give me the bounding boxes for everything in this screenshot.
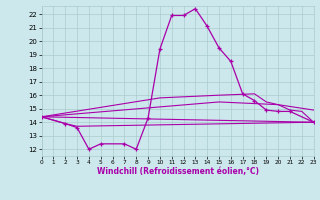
X-axis label: Windchill (Refroidissement éolien,°C): Windchill (Refroidissement éolien,°C)	[97, 167, 259, 176]
